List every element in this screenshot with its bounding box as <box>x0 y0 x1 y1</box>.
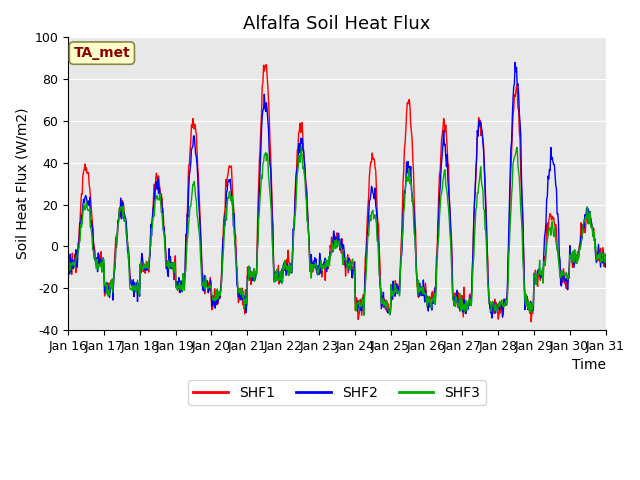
SHF2 <box>273 274 281 279</box>
SHF1 <box>527 319 535 325</box>
Legend: SHF1, SHF2, SHF3: SHF1, SHF2, SHF3 <box>188 380 486 405</box>
SHF2 <box>488 315 496 321</box>
SHF3 <box>602 253 609 259</box>
SHF1 <box>423 299 431 305</box>
Line: SHF3: SHF3 <box>68 146 605 315</box>
SHF2 <box>64 263 72 268</box>
Line: SHF2: SHF2 <box>68 62 605 318</box>
SHF2 <box>511 60 519 65</box>
X-axis label: Time: Time <box>572 359 605 372</box>
SHF2 <box>127 281 135 287</box>
SHF1 <box>226 164 234 169</box>
SHF1 <box>64 252 72 258</box>
SHF3 <box>253 271 260 277</box>
SHF2 <box>422 294 430 300</box>
SHF1 <box>274 270 282 276</box>
SHF2 <box>602 264 609 270</box>
SHF2 <box>253 270 260 276</box>
SHF1 <box>127 277 135 283</box>
SHF1 <box>602 253 609 259</box>
Line: SHF1: SHF1 <box>68 65 605 322</box>
SHF3 <box>127 286 135 291</box>
SHF3 <box>424 295 431 301</box>
SHF2 <box>226 177 234 182</box>
SHF3 <box>226 192 234 197</box>
Title: Alfalfa Soil Heat Flux: Alfalfa Soil Heat Flux <box>243 15 431 33</box>
Text: TA_met: TA_met <box>74 46 131 60</box>
Y-axis label: Soil Heat Flux (W/m2): Soil Heat Flux (W/m2) <box>15 108 29 260</box>
SHF3 <box>273 266 281 272</box>
SHF3 <box>298 144 305 149</box>
SHF3 <box>360 312 367 318</box>
SHF2 <box>392 283 400 288</box>
SHF1 <box>262 62 270 68</box>
SHF1 <box>253 264 260 270</box>
SHF3 <box>64 253 72 259</box>
SHF1 <box>393 289 401 295</box>
SHF3 <box>394 289 401 295</box>
